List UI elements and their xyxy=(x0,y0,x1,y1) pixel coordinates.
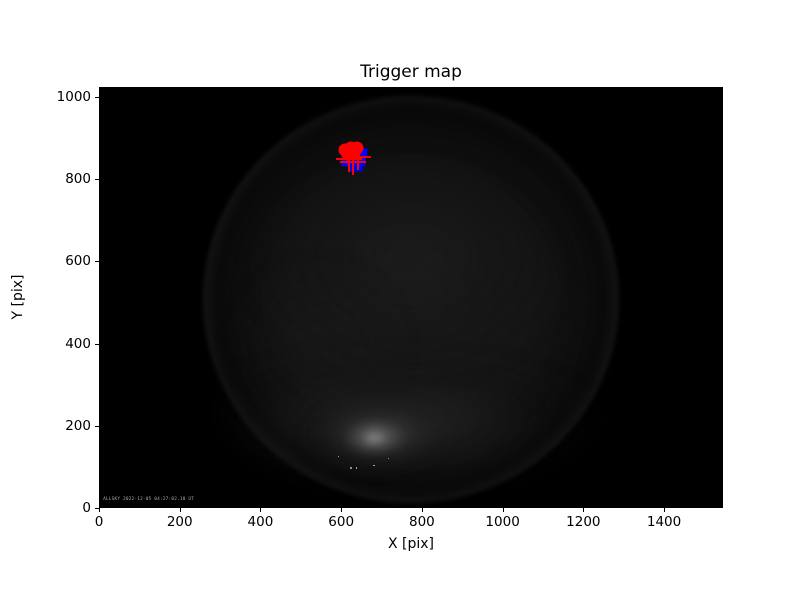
star-point xyxy=(373,464,375,467)
x-tick-label: 600 xyxy=(328,514,355,530)
star-point xyxy=(387,458,389,460)
trigger-markers xyxy=(100,88,722,507)
y-tick-label: 1000 xyxy=(56,88,91,105)
star-point xyxy=(350,466,353,469)
x-tick xyxy=(664,508,666,512)
x-tick xyxy=(502,508,504,512)
y-tick xyxy=(95,343,99,345)
y-tick-label: 600 xyxy=(65,253,91,270)
y-tick xyxy=(95,179,99,181)
y-tick-label: 400 xyxy=(65,335,91,352)
y-tick-label: 200 xyxy=(65,417,91,434)
page-title: Trigger map xyxy=(360,62,462,82)
x-tick-label: 200 xyxy=(166,514,193,530)
plot-area[interactable]: ALLSKY 2022-12-05 04:27:02.18 UT xyxy=(99,87,723,508)
y-tick xyxy=(95,508,99,509)
allsky-camera-image: ALLSKY 2022-12-05 04:27:02.18 UT xyxy=(100,88,722,507)
x-tick-label: 400 xyxy=(247,514,274,530)
y-tick-label: 0 xyxy=(82,500,91,516)
y-tick xyxy=(95,425,99,427)
x-tick xyxy=(421,508,423,512)
x-tick-label: 0 xyxy=(94,514,104,530)
x-tick-label: 800 xyxy=(409,514,435,530)
x-tick xyxy=(99,508,100,512)
x-tick xyxy=(341,508,343,512)
x-tick-label: 1200 xyxy=(566,514,601,530)
timestamp-overlay: ALLSKY 2022-12-05 04:27:02.18 UT xyxy=(103,496,195,502)
y-tick xyxy=(95,261,99,263)
y-tick xyxy=(95,96,99,98)
x-tick-label: 1000 xyxy=(485,514,520,530)
y-tick-label: 800 xyxy=(65,171,91,188)
star-point xyxy=(337,455,339,457)
x-tick xyxy=(583,508,585,512)
trigger-glow-core xyxy=(342,421,405,455)
x-axis-label: X [pix] xyxy=(387,536,435,552)
x-tick xyxy=(179,508,181,512)
star-point xyxy=(355,467,358,469)
y-axis-label: Y [pix] xyxy=(10,274,26,320)
x-tick-label: 1400 xyxy=(646,514,682,530)
marker-circle xyxy=(341,147,355,161)
x-tick xyxy=(260,508,262,512)
